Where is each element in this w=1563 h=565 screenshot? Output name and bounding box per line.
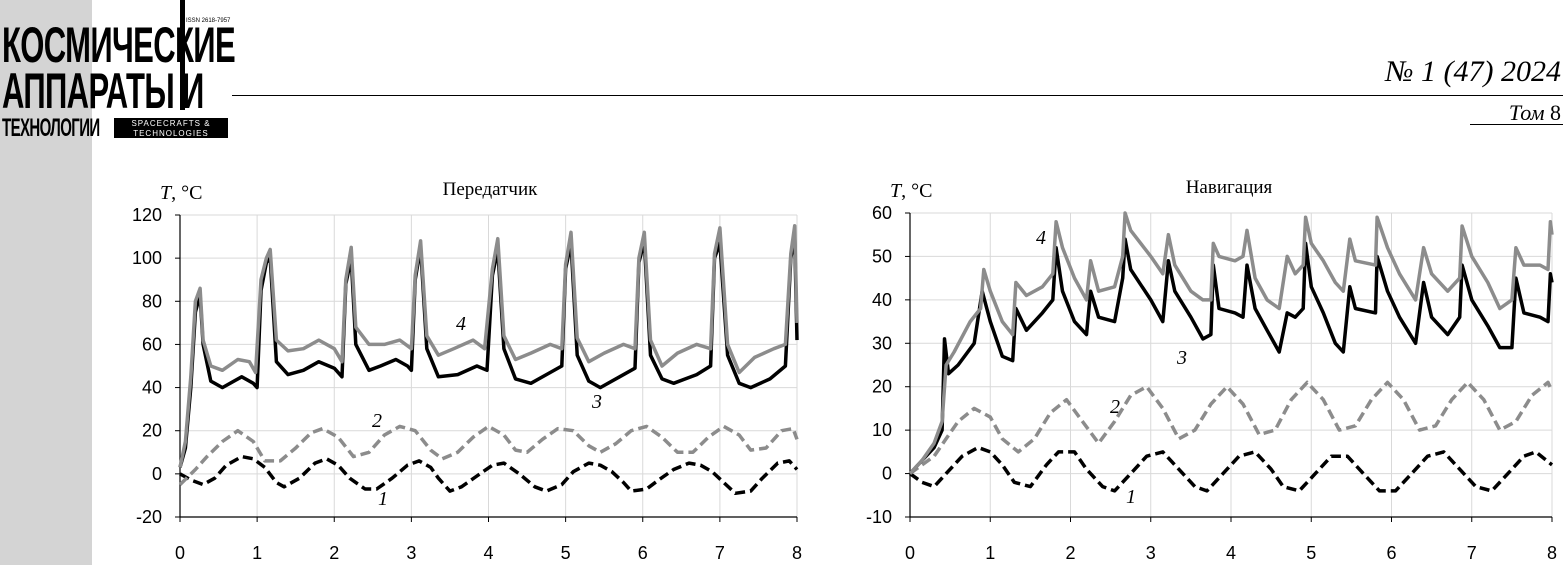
transmitter-chart-title: Передатчик xyxy=(443,179,538,200)
logo-english-subtitle: SPACECRAFTS & TECHNOLOGIES xyxy=(114,118,228,138)
header-rule xyxy=(232,95,1563,96)
transmitter-x-tick-label: 8 xyxy=(792,543,802,563)
transmitter-series-2-line xyxy=(178,424,799,486)
volume-word: Том xyxy=(1508,100,1545,125)
navigation-y-tick-label: 0 xyxy=(882,464,892,484)
navigation-y-tick-label: 30 xyxy=(872,333,892,353)
transmitter-y-tick-label: 20 xyxy=(142,421,162,441)
navigation-x-tick-label: 0 xyxy=(905,543,915,563)
navigation-series-3-label: 3 xyxy=(1176,347,1187,369)
transmitter-y-tick-label: 60 xyxy=(142,334,162,354)
navigation-y-axis-var: T xyxy=(890,180,903,202)
navigation-series-1-line xyxy=(908,445,1554,493)
transmitter-x-tick-label: 7 xyxy=(715,543,725,563)
navigation-series-4-line xyxy=(908,211,1554,475)
transmitter-x-tick-label: 2 xyxy=(329,543,339,563)
transmitter-y-axis-unit: , °C xyxy=(171,182,202,204)
transmitter-y-tick-label: 40 xyxy=(142,378,162,398)
logo-line-3: ТЕХНОЛОГИИ xyxy=(2,114,100,142)
navigation-y-axis-label: T, °C xyxy=(890,180,932,202)
navigation-x-tick-label: 7 xyxy=(1467,543,1477,563)
navigation-y-axis-unit: , °C xyxy=(901,180,932,202)
transmitter-x-tick-label: 0 xyxy=(175,543,185,563)
navigation-x-tick-label: 8 xyxy=(1547,543,1557,563)
navigation-x-tick-label: 5 xyxy=(1306,543,1316,563)
navigation-y-tick-label: 50 xyxy=(872,246,892,266)
transmitter-series-4-line xyxy=(178,224,799,468)
navigation-y-tick-label: -10 xyxy=(866,507,892,527)
navigation-series-2-line xyxy=(908,380,1554,476)
volume-label: Том 8 xyxy=(1509,100,1561,126)
journal-logo: КОСМИЧЕСКИЕ АППАРАТЫ И ТЕХНОЛОГИИ ISSN 2… xyxy=(0,0,236,142)
volume-number: 8 xyxy=(1550,100,1561,125)
navigation-y-tick-label: 20 xyxy=(872,377,892,397)
transmitter-series-4-label: 4 xyxy=(456,313,466,335)
transmitter-x-tick-label: 6 xyxy=(638,543,648,563)
navigation-series-1-label: 1 xyxy=(1126,486,1136,508)
transmitter-y-axis-var: T xyxy=(160,182,173,204)
transmitter-x-tick-label: 4 xyxy=(483,543,493,563)
navigation-x-tick-label: 4 xyxy=(1226,543,1236,563)
logo-vertical-bar xyxy=(180,0,185,110)
transmitter-y-tick-label: 80 xyxy=(142,291,162,311)
navigation-y-tick-label: 60 xyxy=(872,203,892,223)
transmitter-y-tick-label: 0 xyxy=(152,464,162,484)
volume-rule xyxy=(1470,124,1563,125)
navigation-x-tick-label: 2 xyxy=(1065,543,1075,563)
navigation-x-tick-label: 3 xyxy=(1146,543,1156,563)
transmitter-y-tick-label: -20 xyxy=(136,507,162,527)
issue-number: № 1 (47) 2024 xyxy=(1385,55,1561,88)
transmitter-y-tick-label: 100 xyxy=(132,248,162,268)
logo-sub-line-2: TECHNOLOGIES xyxy=(133,129,209,138)
transmitter-y-tick-label: 120 xyxy=(132,205,162,225)
transmitter-series-1-line xyxy=(179,454,799,496)
navigation-y-tick-label: 40 xyxy=(872,290,892,310)
transmitter-x-tick-label: 3 xyxy=(406,543,416,563)
transmitter-series-2-label: 2 xyxy=(372,410,382,432)
logo-sub-line-1: SPACECRAFTS & xyxy=(131,119,211,128)
transmitter-x-tick-label: 1 xyxy=(252,543,262,563)
navigation-series-4-label: 4 xyxy=(1036,227,1046,249)
logo-issn: ISSN 2618-7957 xyxy=(186,18,231,24)
transmitter-x-tick-label: 5 xyxy=(561,543,571,563)
logo-line-2: АППАРАТЫ И xyxy=(2,63,204,119)
logo-line-1: КОСМИЧЕСКИЕ xyxy=(2,17,236,73)
navigation-x-tick-label: 6 xyxy=(1386,543,1396,563)
navigation-series-2-label: 2 xyxy=(1110,396,1120,418)
transmitter-series-1-label: 1 xyxy=(378,488,388,510)
navigation-x-tick-label: 1 xyxy=(985,543,995,563)
transmitter-y-axis-label: T, °C xyxy=(160,182,202,204)
transmitter-series-3-label: 3 xyxy=(591,391,602,413)
left-margin-band xyxy=(0,0,92,565)
navigation-y-tick-label: 10 xyxy=(872,420,892,440)
navigation-chart-title: Навигация xyxy=(1186,177,1273,198)
